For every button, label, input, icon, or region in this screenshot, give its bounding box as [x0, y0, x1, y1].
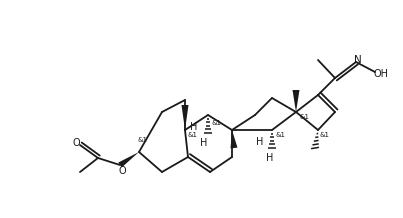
Text: N: N	[354, 55, 362, 65]
Text: O: O	[118, 166, 126, 176]
Polygon shape	[293, 90, 299, 112]
Text: H: H	[200, 138, 208, 148]
Polygon shape	[231, 130, 237, 148]
Text: &1: &1	[188, 132, 198, 138]
Text: H: H	[256, 137, 264, 147]
Text: &1: &1	[211, 120, 221, 126]
Polygon shape	[118, 152, 139, 167]
Text: &1: &1	[299, 114, 309, 120]
Text: H: H	[266, 153, 274, 163]
Polygon shape	[181, 105, 189, 130]
Text: OH: OH	[374, 69, 388, 79]
Text: H: H	[190, 122, 198, 132]
Text: &1: &1	[319, 132, 329, 138]
Text: &1: &1	[275, 132, 285, 138]
Text: &1: &1	[138, 137, 148, 143]
Text: O: O	[72, 138, 80, 148]
